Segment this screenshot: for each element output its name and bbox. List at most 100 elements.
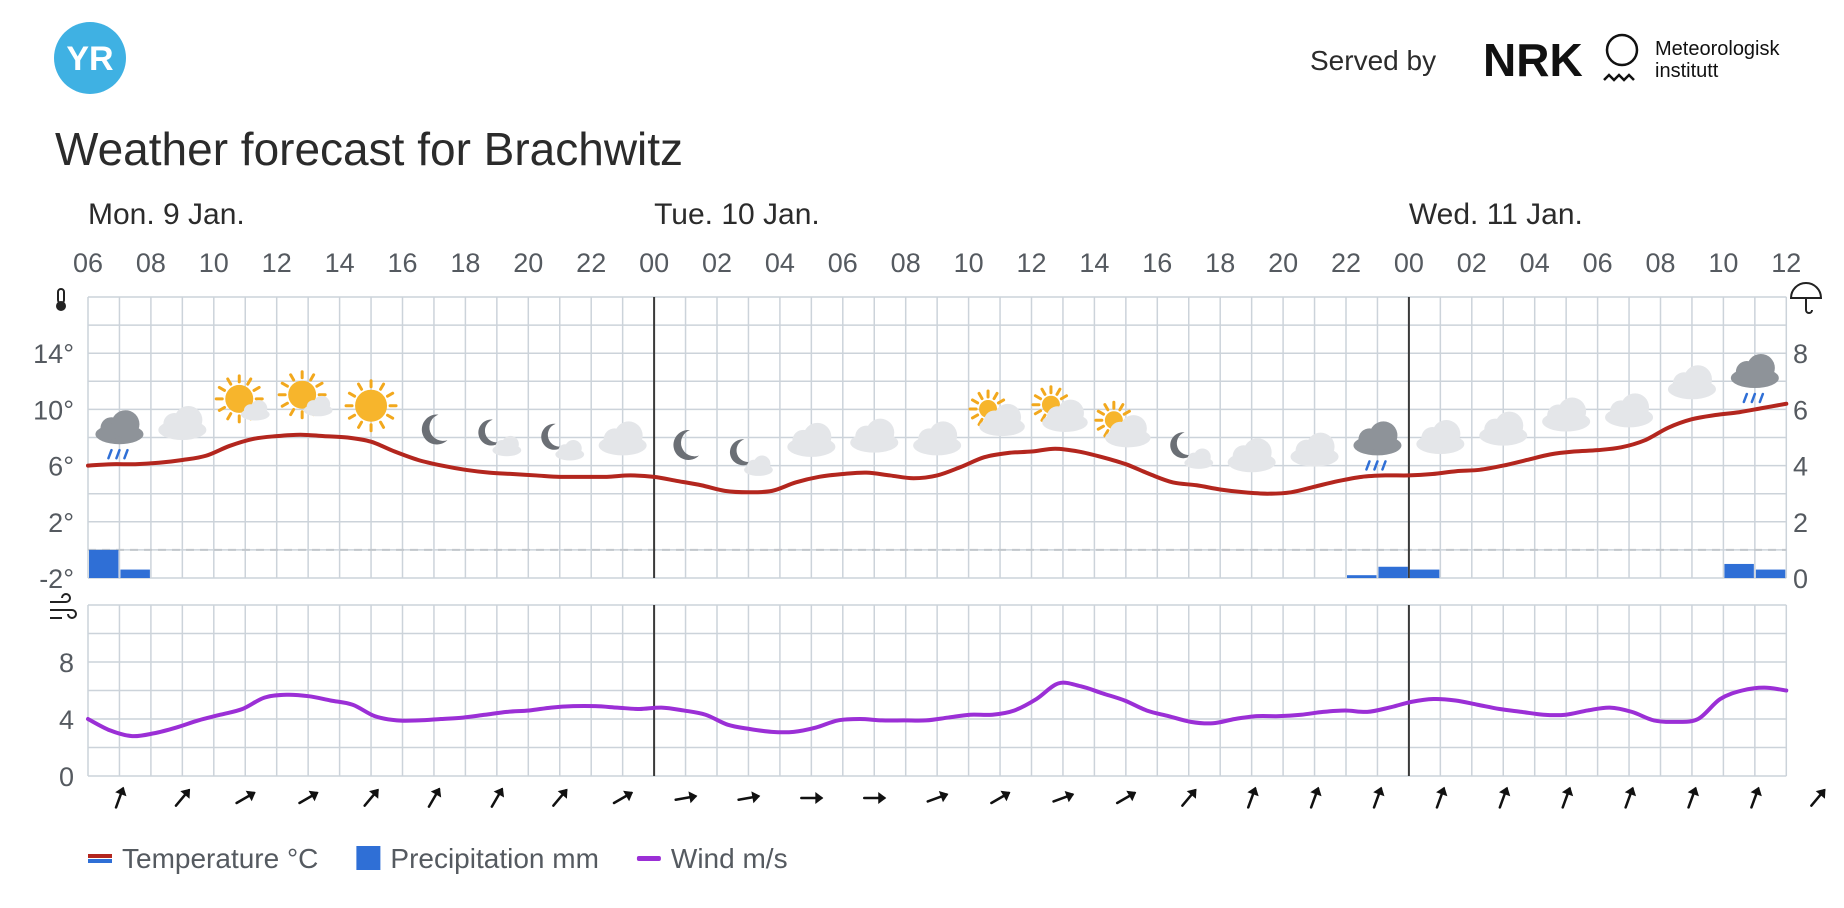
day-label: Mon. 9 Jan. bbox=[88, 198, 245, 231]
cloud-icon bbox=[1605, 393, 1654, 428]
yr-logo[interactable]: YR bbox=[54, 22, 126, 94]
hour-tick-label: 08 bbox=[891, 248, 921, 278]
hour-tick-label: 02 bbox=[702, 248, 732, 278]
hour-tick-label: 00 bbox=[639, 248, 669, 278]
weather-icons bbox=[95, 353, 1779, 476]
wind-line bbox=[86, 680, 1789, 739]
temperature-tick-label: -2° bbox=[39, 564, 74, 594]
precipitation-tick-label: 8 bbox=[1793, 339, 1808, 369]
hour-tick-label: 02 bbox=[1457, 248, 1487, 278]
precipitation-bar bbox=[1347, 575, 1377, 578]
wind-arrow-icon bbox=[114, 786, 127, 809]
hour-tick-label: 06 bbox=[828, 248, 858, 278]
legend-swatch bbox=[88, 859, 112, 863]
hour-tick-label: 06 bbox=[73, 248, 103, 278]
rain-cloud-icon bbox=[95, 410, 144, 460]
sun-cloud-icon bbox=[1031, 385, 1088, 432]
nrk-logo[interactable]: NRK bbox=[1483, 34, 1583, 86]
wind-arrow-icon bbox=[674, 791, 698, 804]
met-institute-logo[interactable]: Meteorologisk institutt bbox=[1603, 33, 1781, 82]
met-name-line1: Meteorologisk bbox=[1655, 38, 1781, 60]
temperature-tick-label: 6° bbox=[48, 452, 74, 482]
cloud-icon bbox=[1416, 420, 1465, 455]
cloud-icon bbox=[1667, 365, 1716, 400]
legend-swatch bbox=[88, 854, 112, 858]
wind-tick-label: 4 bbox=[59, 705, 74, 735]
legend-swatch bbox=[636, 856, 661, 861]
wind-tick-label: 8 bbox=[59, 648, 74, 678]
hour-tick-label: 08 bbox=[1645, 248, 1675, 278]
temperature-tick-label: 2° bbox=[48, 508, 74, 538]
temperature-axis: 14° 10° 6° 2° -2° bbox=[33, 339, 74, 594]
sun-cloud-icon bbox=[968, 389, 1025, 437]
wind-grid bbox=[87, 604, 1788, 777]
wind-arrow-icon bbox=[490, 787, 505, 808]
hour-tick-label: 00 bbox=[1394, 248, 1424, 278]
legend-item: Precipitation mm bbox=[356, 843, 599, 874]
wind-arrow-icon bbox=[298, 790, 319, 805]
wind-arrow-icon bbox=[1624, 786, 1637, 809]
met-sun-icon bbox=[1605, 33, 1639, 67]
cloud-icon bbox=[1542, 397, 1591, 432]
cloud-icon bbox=[787, 422, 836, 457]
precipitation-bar bbox=[89, 549, 119, 578]
hour-tick-label: 20 bbox=[513, 248, 543, 278]
temperature-line bbox=[86, 401, 1789, 496]
precipitation-bars bbox=[89, 549, 1786, 578]
precipitation-tick-label: 2 bbox=[1793, 508, 1808, 538]
hour-tick-label: 04 bbox=[765, 248, 795, 278]
wind-tick-label: 0 bbox=[59, 762, 74, 792]
cloud-icon bbox=[158, 405, 207, 440]
hour-tick-label: 22 bbox=[576, 248, 606, 278]
wind-arrow-icon bbox=[990, 790, 1011, 805]
thermometer-icon bbox=[56, 288, 66, 311]
moon-cloud-icon bbox=[1170, 432, 1214, 469]
wind-arrow-icon bbox=[612, 790, 634, 805]
hour-tick-label: 22 bbox=[1331, 248, 1361, 278]
legend-swatch bbox=[356, 846, 381, 870]
precipitation-tick-label: 0 bbox=[1793, 564, 1808, 594]
wind-arrow-icon bbox=[926, 790, 949, 803]
wind-arrow-icon bbox=[1246, 786, 1259, 809]
wind-arrow-icon bbox=[174, 788, 191, 807]
legend-item: Wind m/s bbox=[636, 843, 788, 874]
wind-arrow-icon bbox=[1435, 786, 1448, 809]
hour-tick-label: 10 bbox=[1708, 248, 1738, 278]
precipitation-bar bbox=[120, 569, 150, 578]
met-name-line2: institutt bbox=[1655, 60, 1719, 82]
served-by-label: Served by bbox=[1310, 45, 1436, 76]
umbrella-icon bbox=[1789, 282, 1823, 314]
precipitation-bar bbox=[1724, 563, 1754, 578]
hour-tick-label: 10 bbox=[954, 248, 984, 278]
cloud-icon bbox=[1227, 438, 1276, 473]
temperature-tick-label: 10° bbox=[33, 395, 74, 425]
rain-cloud-icon bbox=[1730, 353, 1779, 404]
hour-tick-label: 12 bbox=[1016, 248, 1046, 278]
cloud-icon bbox=[1479, 411, 1528, 446]
rain-cloud-icon bbox=[1353, 421, 1402, 471]
wind-icon bbox=[50, 593, 77, 619]
wind-axis: 8 4 0 bbox=[59, 648, 74, 792]
hour-tick-label: 10 bbox=[199, 248, 229, 278]
wind-arrow-icon bbox=[800, 792, 824, 804]
legend-label: Precipitation mm bbox=[390, 843, 599, 874]
wind-arrow-icon bbox=[1181, 788, 1197, 807]
wind-arrow-icon bbox=[1810, 788, 1826, 807]
hour-tick-label: 18 bbox=[450, 248, 480, 278]
legend-label: Wind m/s bbox=[671, 843, 788, 874]
day-labels: Mon. 9 Jan. Tue. 10 Jan. Wed. 11 Jan. bbox=[88, 198, 1583, 231]
hour-tick-label: 14 bbox=[325, 248, 355, 278]
cloud-icon bbox=[1290, 432, 1339, 467]
wind-arrow-icon bbox=[427, 787, 442, 808]
precipitation-tick-label: 6 bbox=[1793, 395, 1808, 425]
precipitation-bar bbox=[1378, 566, 1408, 578]
precipitation-bar bbox=[1409, 569, 1440, 578]
cloud-icon bbox=[913, 421, 962, 456]
sun-icon bbox=[344, 379, 398, 433]
cloud-icon bbox=[850, 418, 899, 453]
hour-tick-label: 16 bbox=[387, 248, 417, 278]
hour-tick-label: 20 bbox=[1268, 248, 1298, 278]
wind-arrow-icon bbox=[1561, 786, 1574, 809]
hour-tick-label: 12 bbox=[1771, 248, 1801, 278]
